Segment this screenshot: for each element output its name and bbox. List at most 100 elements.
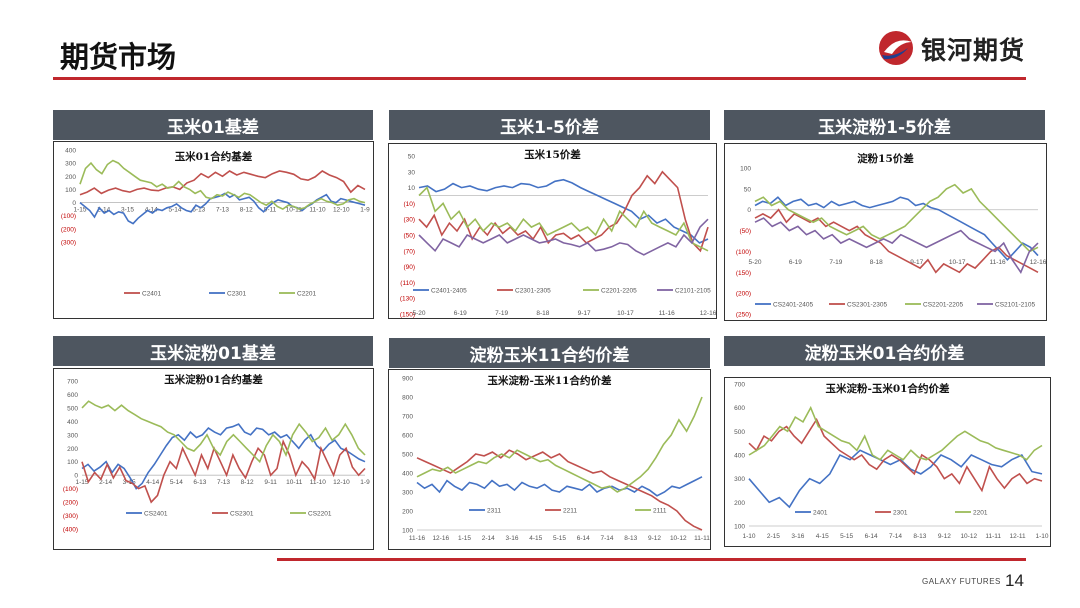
y-tick-label: 50 (744, 186, 752, 193)
x-tick-label: 2-15 (767, 533, 780, 540)
y-tick-label: (110) (400, 280, 415, 287)
chart-svg: 100 50 0 (50) (100) (150) (200) (250) 5-20 6-19 7-… (736, 152, 1046, 319)
chart-corn-1-5-spread: 50 30 10 (10) (30) (50) (70) (90) (110) (130) (150… (388, 143, 717, 319)
y-tick-label: 500 (402, 452, 413, 459)
legend-label: 2111 (653, 508, 667, 515)
legend-label: CS2301 (230, 511, 254, 518)
x-tick-label: 4-15 (816, 533, 829, 540)
y-tick-label: 600 (402, 433, 413, 440)
x-tick-label: 4-15 (529, 535, 542, 542)
series-line-2111 (416, 396, 703, 493)
legend-label: C2301-2305 (515, 288, 551, 295)
y-tick-label: (200) (736, 291, 751, 298)
x-tick-label: 2-14 (482, 535, 495, 542)
series-line-c2401-2405 (418, 178, 709, 244)
x-tick-label: 7-19 (495, 310, 508, 317)
x-tick-label: 6-13 (193, 479, 206, 486)
y-tick-label: 100 (65, 187, 76, 194)
x-tick-label: 8-12 (240, 207, 253, 214)
x-tick-label: 1-15 (75, 479, 88, 486)
x-tick-label: 9-17 (578, 310, 591, 317)
x-tick-label: 11-11 (985, 533, 1001, 540)
x-tick-label: 5-20 (748, 259, 761, 266)
y-tick-label: 400 (402, 471, 413, 478)
x-tick-label: 11-16 (409, 535, 426, 542)
y-tick-label: 700 (402, 414, 413, 421)
x-tick-label: 12-11 (1010, 533, 1027, 540)
page-title: 期货市场 (60, 40, 177, 74)
series-line-2201 (748, 405, 1043, 461)
y-tick-label: (100) (63, 486, 78, 493)
y-tick-label: 200 (67, 446, 78, 453)
x-tick-label: 1-9 (360, 207, 370, 214)
x-tick-label: 5-14 (170, 479, 183, 486)
x-tick-label: 4-14 (146, 479, 159, 486)
x-tick-label: 9-11 (264, 207, 277, 214)
panel-header-starch-corn-01-spread: 淀粉玉米01合约价差 (724, 336, 1045, 366)
series-line-c2101-2105 (418, 218, 709, 256)
y-tick-label: 100 (740, 166, 751, 173)
series-line-2401 (748, 449, 1043, 509)
legend-label: C2401 (142, 291, 162, 298)
y-tick-label: (10) (403, 201, 415, 208)
y-tick-label: 400 (65, 148, 76, 155)
chart-svg: 700 600 500 400 300 200 100 1-10 2-15 3-16 4-15 5-1… (734, 382, 1049, 541)
y-tick-label: (150) (736, 270, 751, 277)
x-tick-label: 7-14 (889, 533, 902, 540)
panel-header-starch-corn-11-spread: 淀粉玉米11合约价差 (389, 338, 710, 368)
y-tick-label: 100 (734, 524, 745, 531)
y-tick-label: 400 (734, 453, 745, 460)
y-tick-label: 700 (67, 379, 78, 386)
x-tick-label: 9-12 (938, 533, 951, 540)
chart-starch-corn-11-spread: 900 800 700 600 500 400 300 200 100 11-16 12-16 1-1… (388, 369, 711, 550)
y-tick-label: (250) (736, 312, 751, 319)
series-line-c2201-2205 (418, 186, 709, 252)
galaxy-futures-logo-icon (879, 31, 913, 65)
x-tick-label: 4-14 (145, 207, 158, 214)
x-tick-label: 8-18 (870, 259, 883, 266)
x-tick-label: 5-20 (412, 310, 425, 317)
x-tick-label: 8-13 (624, 535, 637, 542)
y-tick-label: (300) (63, 513, 78, 520)
chart-svg: 700 600 500 400 300 200 100 0 (100) (200) (300) (40… (63, 373, 370, 534)
x-tick-label: 5-15 (840, 533, 853, 540)
x-tick-label: 9-11 (264, 479, 277, 486)
y-tick-label: 800 (402, 395, 413, 402)
x-tick-label: 8-13 (913, 533, 926, 540)
y-tick-label: 900 (402, 376, 413, 383)
x-tick-label: 7-19 (829, 259, 842, 266)
y-tick-label: 200 (65, 174, 76, 181)
y-tick-label: 200 (402, 509, 413, 516)
page-number: 14 (1005, 571, 1024, 590)
chart-title: 玉米淀粉-玉米11合约价差 (488, 374, 612, 387)
y-tick-label: 500 (67, 405, 78, 412)
x-tick-label: 6-14 (865, 533, 878, 540)
x-tick-label: 2-14 (97, 207, 110, 214)
x-tick-label: 6-19 (454, 310, 467, 317)
chart-starch-corn-01-spread: 700 600 500 400 300 200 100 1-10 2-15 3-16 4-15 5-1… (724, 377, 1051, 547)
y-tick-label: (90) (403, 264, 415, 271)
x-tick-label: 1-10 (742, 533, 755, 540)
legend-label: CS2201-2205 (923, 302, 963, 309)
x-tick-label: 8-18 (536, 310, 549, 317)
x-tick-label: 3-16 (791, 533, 804, 540)
x-tick-label: 1-15 (458, 535, 471, 542)
x-tick-label: 10-17 (949, 259, 966, 266)
panel-header-starch-01-basis: 玉米淀粉01基差 (53, 336, 373, 366)
x-tick-label: 6-13 (192, 207, 205, 214)
y-tick-label: 400 (67, 419, 78, 426)
panel-header-starch-1-5-spread: 玉米淀粉1-5价差 (724, 110, 1045, 140)
x-tick-label: 10-17 (617, 310, 634, 317)
y-tick-label: 0 (747, 207, 751, 214)
legend-label: 2301 (893, 510, 908, 517)
chart-title: 淀粉15价差 (857, 152, 914, 165)
y-tick-label: 0 (74, 473, 78, 480)
x-tick-label: 7-13 (217, 479, 230, 486)
x-tick-label: 7-13 (216, 207, 229, 214)
legend-label: C2301 (227, 291, 247, 298)
y-tick-label: 300 (65, 161, 76, 168)
y-tick-label: 700 (734, 382, 745, 389)
y-tick-label: (200) (61, 226, 76, 233)
y-tick-label: 30 (408, 169, 416, 176)
